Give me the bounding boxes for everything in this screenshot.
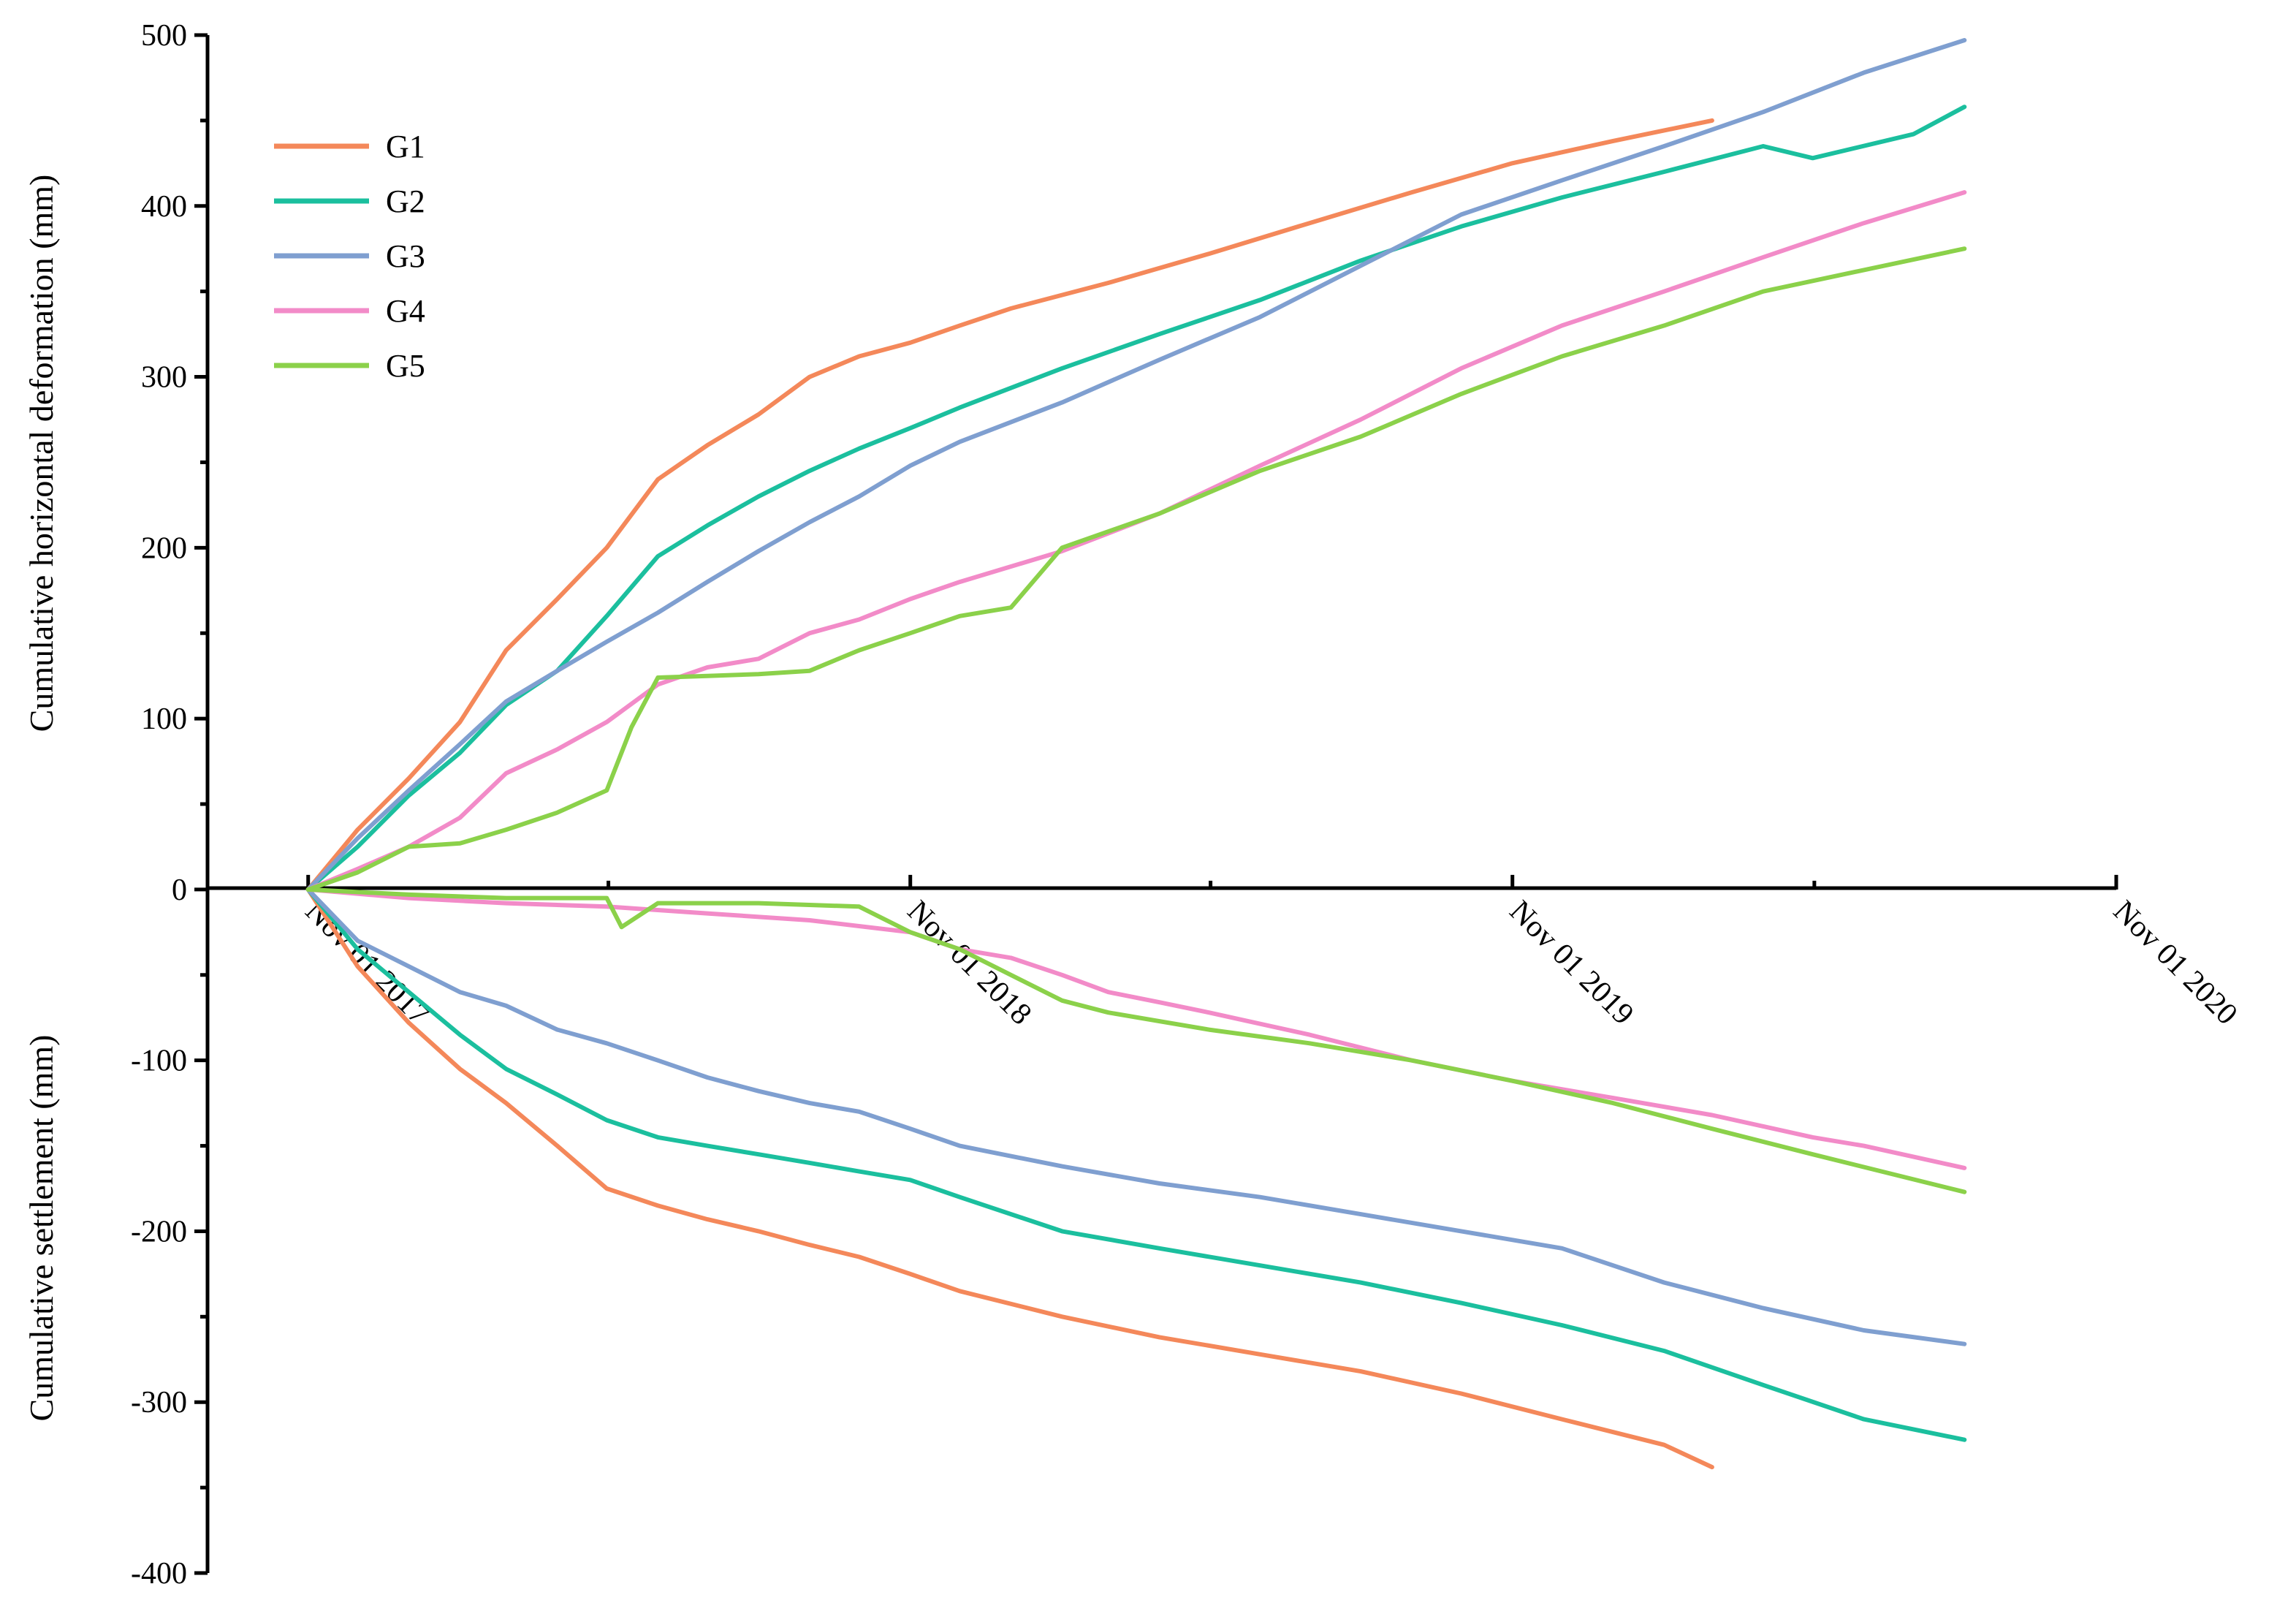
y-tick-label: 400 <box>141 190 187 224</box>
legend-label-g1: G1 <box>386 129 425 164</box>
series-line-g1-horizontal <box>305 118 1714 892</box>
series-line-g4-settlement <box>305 887 1967 1170</box>
series-line-g5-horizontal <box>305 246 1967 892</box>
x-tick-label: Nov 01 2019 <box>1503 894 1641 1031</box>
series-line-g2-horizontal <box>305 105 1967 892</box>
x-tick-label: Nov 01 2017 <box>299 894 436 1031</box>
series-line-g4-horizontal <box>305 190 1967 892</box>
y-axis-label-lower: Cumulative settlement (mm) <box>23 1035 60 1422</box>
y-tick-label: 0 <box>172 873 187 907</box>
legend-label-g5: G5 <box>386 348 425 384</box>
series-lines <box>305 38 1967 1470</box>
series-line-g1-settlement <box>305 887 1714 1470</box>
x-tick-label: Nov 01 2020 <box>2107 894 2244 1031</box>
series-line-g3-settlement <box>305 887 1967 1346</box>
series-line-g3-horizontal <box>305 38 1967 892</box>
series-line-g2-settlement <box>305 887 1967 1442</box>
y-axis-label-upper: Cumulative horizontal deformation (mm) <box>23 175 60 732</box>
y-tick-label: 500 <box>141 19 187 53</box>
legend-label-g3: G3 <box>386 238 425 274</box>
y-tick-label: -200 <box>131 1215 187 1248</box>
series-line-g5-settlement <box>305 887 1967 1194</box>
y-tick-label: 300 <box>141 361 187 395</box>
y-tick-label: -100 <box>131 1045 187 1078</box>
x-tick-label: Nov 01 2018 <box>901 894 1038 1031</box>
legend-label-g4: G4 <box>386 293 425 329</box>
y-tick-label: -400 <box>131 1557 187 1591</box>
y-tick-label: 200 <box>141 531 187 565</box>
legend: G1 G2 G3 G4 G5 <box>274 129 425 384</box>
legend-label-g2: G2 <box>386 183 425 219</box>
y-tick-label: 100 <box>141 702 187 736</box>
y-tick-label: -300 <box>131 1386 187 1420</box>
y-ticks: -400 -300 -200 -100 0 100 200 300 400 500 <box>131 19 208 1591</box>
